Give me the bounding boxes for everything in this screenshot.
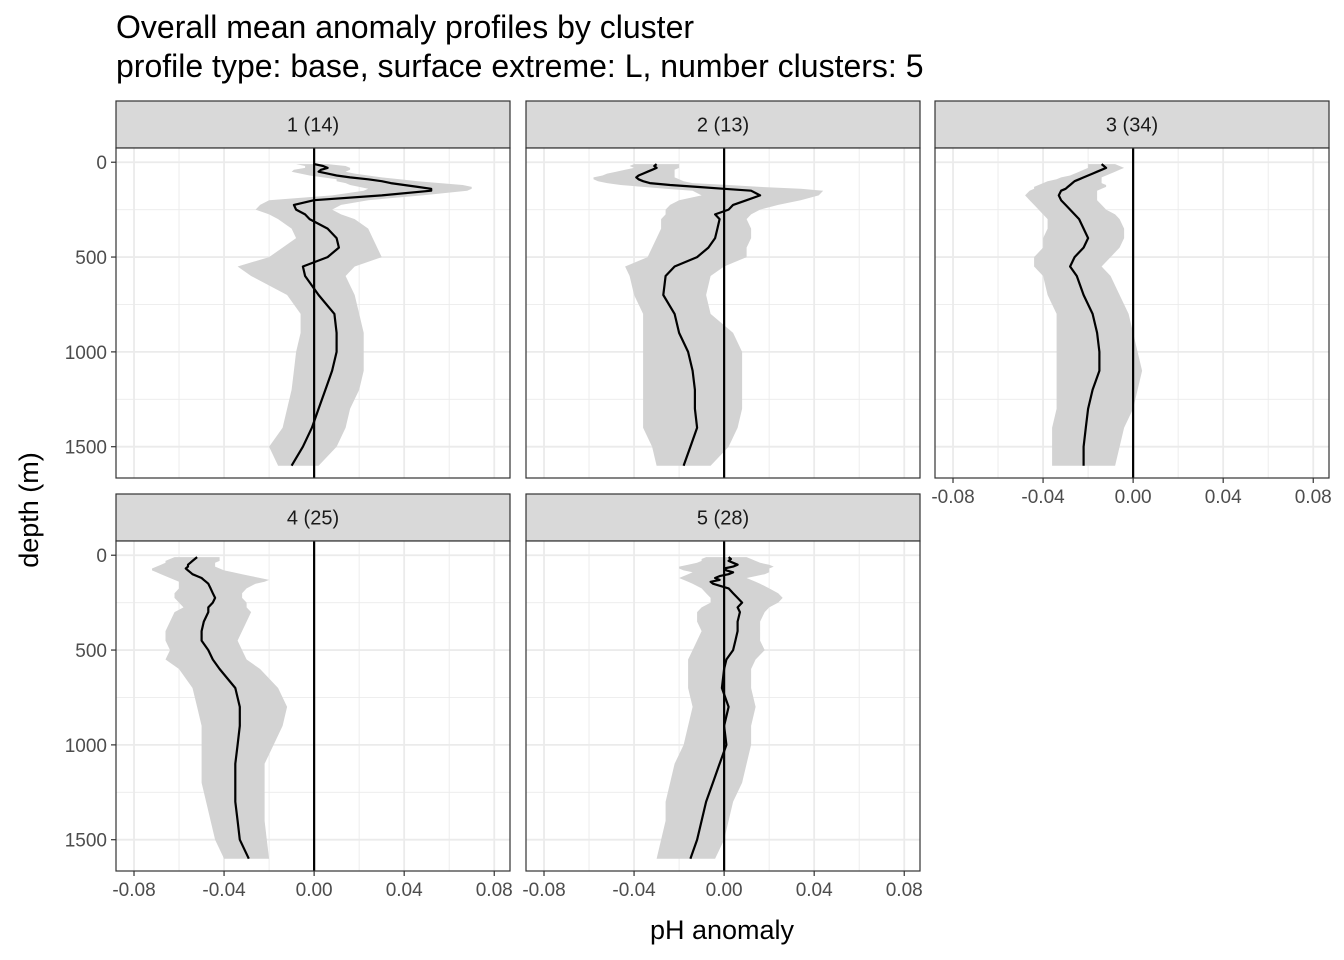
facet-panel-3: 3 (34) -0.08 -0.04 0.00 0.04 0.08 — [931, 100, 1332, 508]
x-tick-label: 0.00 — [1115, 487, 1152, 508]
y-tick-label: 500 — [75, 248, 107, 269]
chart-subtitle: profile type: base, surface extreme: L, … — [116, 48, 924, 84]
facet-strip-label: 5 (28) — [697, 508, 749, 530]
panel-border — [115, 540, 511, 872]
y-tick-label: 1000 — [65, 736, 107, 757]
x-tick-label: -0.04 — [202, 880, 246, 901]
facet-panel-1: 1 (14) 0 500 1000 1500 — [65, 100, 511, 479]
mean-profile-line — [1057, 163, 1108, 466]
facet-panel-2: 2 (13) — [525, 100, 921, 479]
chart-title-block: Overall mean anomaly profiles by cluster… — [116, 8, 923, 86]
x-tick-label: 0.00 — [296, 880, 333, 901]
x-tick-label: 0.08 — [476, 880, 513, 901]
mean-profile-line — [635, 163, 762, 467]
facet-panel-5: 5 (28) -0.08 -0.04 0.00 0.04 0.08 — [522, 493, 923, 901]
x-tick-label: 0.08 — [1295, 487, 1332, 508]
x-axis-title: pH anomaly — [650, 915, 795, 945]
panel-border — [934, 147, 1330, 479]
mean-profile-line — [290, 163, 433, 467]
facet-strip — [525, 100, 921, 149]
facet-strip-label: 1 (14) — [287, 115, 339, 137]
mean-profile-line — [184, 556, 250, 860]
facet-strip-label: 3 (34) — [1106, 115, 1158, 137]
x-tick-label: -0.08 — [112, 880, 155, 901]
y-axis-title: depth (m) — [14, 452, 44, 568]
y-tick-label: 1500 — [65, 438, 107, 459]
facet-strip — [525, 493, 921, 542]
panel-border — [525, 147, 921, 479]
x-tick-label: 0.04 — [1205, 487, 1242, 508]
uncertainty-ribbon — [1025, 164, 1143, 466]
x-tick-label: 0.04 — [386, 880, 423, 901]
panel-background — [935, 148, 1329, 478]
x-tick-label: 0.08 — [886, 880, 923, 901]
y-tick-label: 0 — [96, 153, 107, 174]
y-tick-label: 0 — [96, 546, 107, 567]
panel-background — [116, 541, 510, 871]
chart-title: Overall mean anomaly profiles by cluster — [116, 9, 695, 45]
x-tick-label: -0.08 — [522, 880, 565, 901]
panel-border — [115, 147, 511, 479]
x-tick-label: -0.08 — [931, 487, 974, 508]
x-tick-label: 0.00 — [706, 880, 743, 901]
x-tick-label: -0.04 — [1021, 487, 1065, 508]
uncertainty-ribbon — [656, 557, 783, 859]
y-tick-label: 1000 — [65, 343, 107, 364]
facet-panel-4: 4 (25) 0 500 1000 1500 -0.08 -0.04 0.00 0.04 0.08 — [65, 493, 513, 901]
mean-profile-line — [689, 556, 744, 860]
uncertainty-ribbon — [237, 164, 472, 466]
uncertainty-ribbon — [593, 164, 824, 466]
facet-strip — [115, 493, 511, 542]
x-tick-label: -0.04 — [612, 880, 656, 901]
facet-strip-label: 2 (13) — [697, 115, 749, 137]
facet-strip — [934, 100, 1330, 149]
y-tick-label: 500 — [75, 641, 107, 662]
panel-border — [525, 540, 921, 872]
facet-strip-label: 4 (25) — [287, 508, 339, 530]
uncertainty-ribbon — [152, 557, 288, 859]
y-tick-label: 1500 — [65, 831, 107, 852]
x-tick-label: 0.04 — [796, 880, 833, 901]
